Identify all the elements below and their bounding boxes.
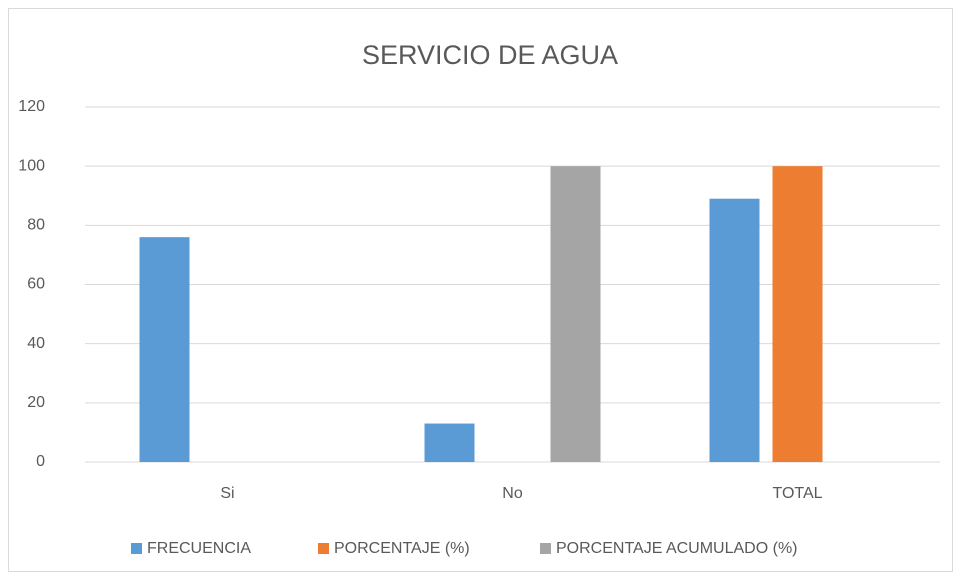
legend-label: FRECUENCIA <box>147 540 251 557</box>
bar <box>772 166 823 462</box>
bar <box>424 423 475 462</box>
y-tick-label: 20 <box>27 394 45 411</box>
bar <box>139 237 190 462</box>
legend-label: PORCENTAJE ACUMULADO (%) <box>556 540 798 557</box>
x-tick-label: Si <box>220 485 234 502</box>
bar <box>550 166 601 462</box>
bar <box>709 198 760 463</box>
legend-swatch <box>540 543 551 554</box>
legend-label: PORCENTAJE (%) <box>334 540 470 557</box>
legend-swatch <box>131 543 142 554</box>
y-tick-label: 80 <box>27 217 45 234</box>
y-tick-label: 40 <box>27 335 45 352</box>
y-tick-label: 120 <box>18 98 45 115</box>
y-tick-label: 100 <box>18 157 45 174</box>
y-tick-label: 0 <box>36 453 45 470</box>
chart-title: SERVICIO DE AGUA <box>362 40 618 70</box>
y-tick-label: 60 <box>27 276 45 293</box>
x-tick-label: TOTAL <box>772 485 822 502</box>
legend-swatch <box>318 543 329 554</box>
x-tick-label: No <box>502 485 523 502</box>
